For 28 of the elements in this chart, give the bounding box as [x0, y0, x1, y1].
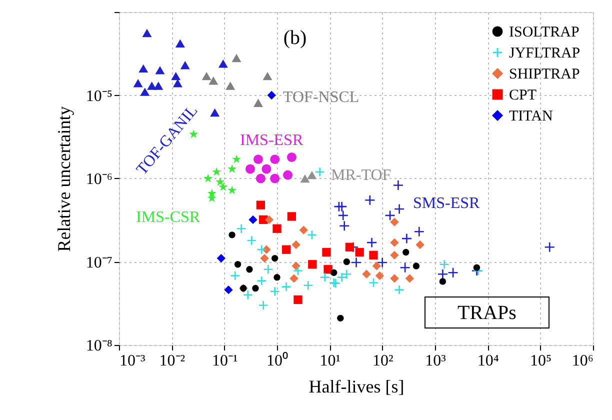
- x-axis-title: Half-lives [s]: [308, 376, 404, 396]
- x-tick-label: 10⁻³: [120, 352, 146, 370]
- x-tick-label: 10⁻²: [159, 352, 186, 370]
- annotation: IMS-CSR: [136, 209, 200, 226]
- annotation: SMS-ESR: [413, 195, 480, 212]
- x-tick-label: 10⁶: [572, 352, 594, 370]
- y-tick-label: 10⁻⁸: [86, 338, 112, 354]
- y-axis-title: Relative uncertainty: [54, 106, 74, 252]
- x-tick-label: 10¹: [320, 352, 341, 370]
- x-tick-label: 10⁵: [530, 352, 552, 370]
- x-tick-label: 10²: [372, 352, 394, 370]
- y-tick-label: 10⁻⁵: [86, 88, 112, 105]
- x-tick-label: 10⁻¹: [212, 352, 238, 370]
- annotation: IMS-ESR: [240, 132, 304, 149]
- legend-label: JYFLTRAP: [509, 46, 580, 62]
- x-tick-label: 10⁴: [477, 352, 500, 370]
- x-tick-label: 10³: [425, 352, 446, 370]
- x-tick-label: 10⁰: [266, 352, 288, 370]
- annotation: (b): [283, 27, 307, 49]
- legend-label: SHIPTRAP: [509, 66, 580, 82]
- annotation: TOF-NSCL: [283, 89, 360, 106]
- legend-label: TITAN: [509, 108, 553, 124]
- legend-label: CPT: [509, 88, 537, 104]
- annotation: MR-TOF: [331, 167, 392, 184]
- y-tick-label: 10⁻⁷: [86, 254, 112, 272]
- legend-label: ISOLTRAP: [509, 24, 580, 40]
- annotation: TRAPs: [458, 302, 517, 324]
- y-tick-label: 10⁻⁶: [86, 171, 112, 188]
